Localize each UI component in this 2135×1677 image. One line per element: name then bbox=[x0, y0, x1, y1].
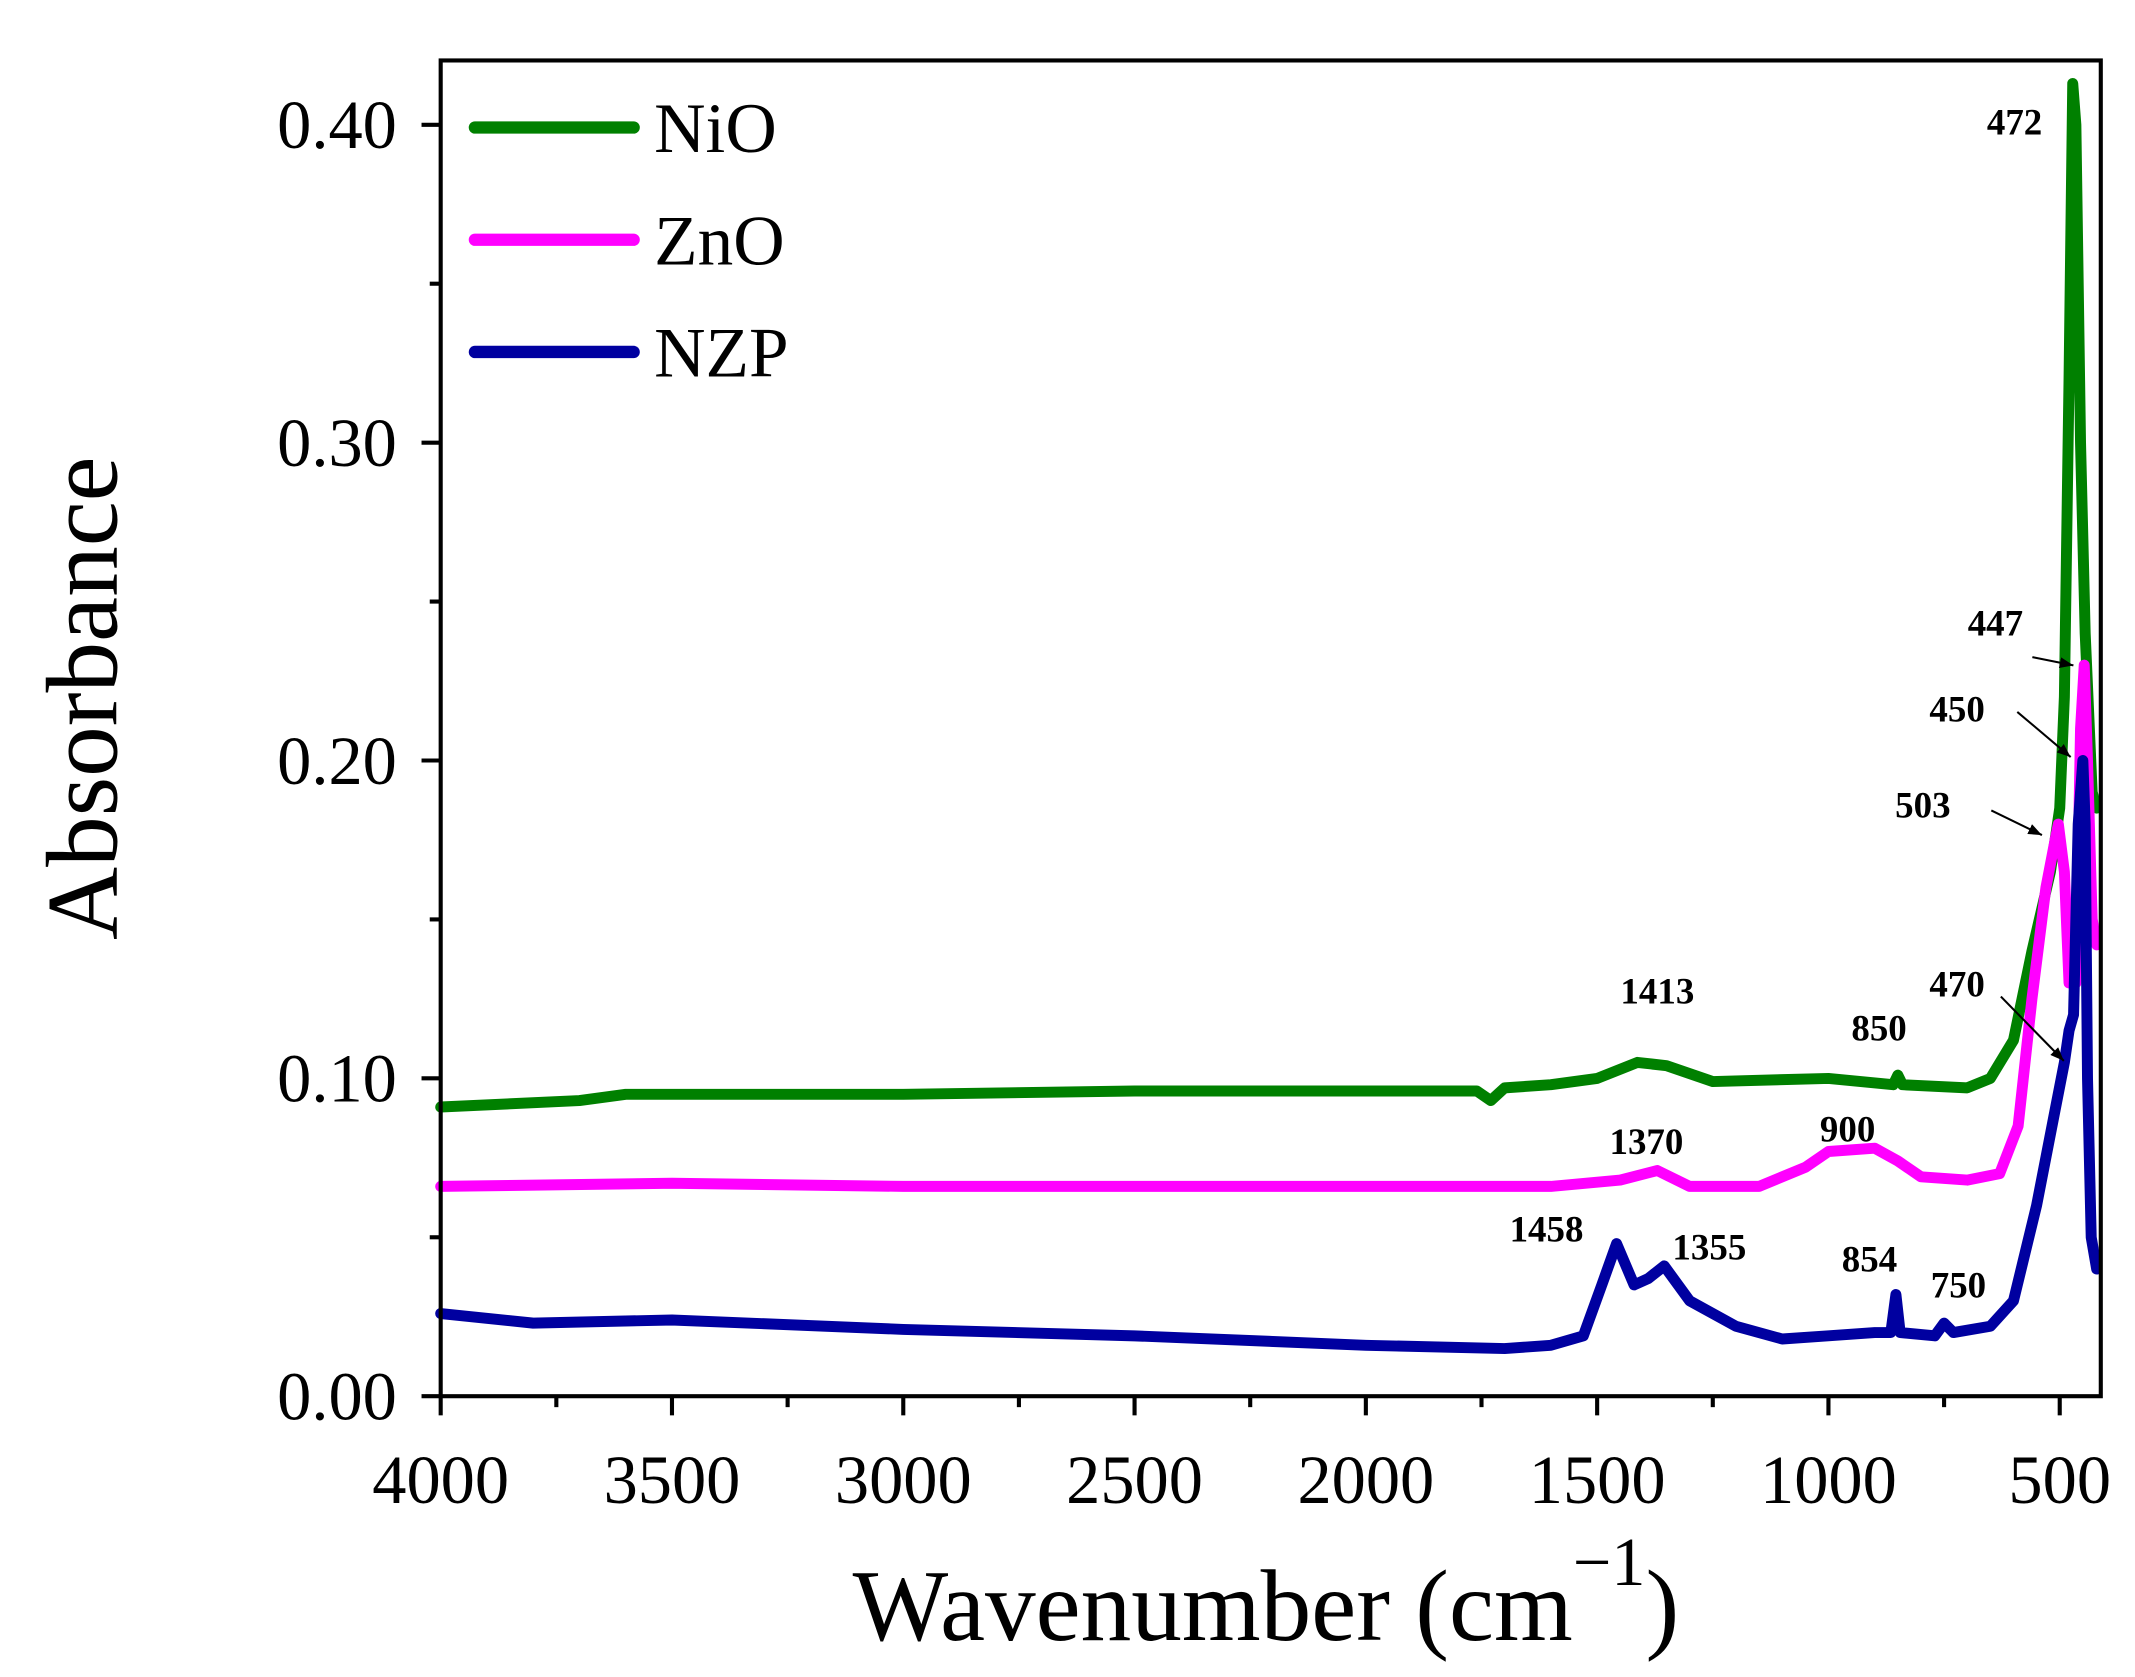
peak-label-447: 447 bbox=[1968, 602, 2023, 643]
x-tick-label: 500 bbox=[2008, 1442, 2111, 1518]
ticks-layer: 4000 3500 3000 2500 2000 1500 1000 500 0.00 0.10 0… bbox=[277, 87, 2111, 1518]
peak-label-503: 503 bbox=[1895, 784, 1950, 825]
x-tick-label: 3000 bbox=[835, 1442, 972, 1518]
peak-label-1370: 1370 bbox=[1609, 1121, 1683, 1162]
y-tick-label: 0.20 bbox=[277, 723, 397, 799]
peak-label-1355: 1355 bbox=[1672, 1226, 1746, 1267]
x-axis-title-close: ) bbox=[1646, 1550, 1680, 1662]
x-axis-title: Wavenumber (cm−1) bbox=[853, 1524, 1680, 1662]
x-tick-label: 4000 bbox=[372, 1442, 509, 1518]
peak-arrow-470 bbox=[2000, 995, 2065, 1062]
legend-label-zno: ZnO bbox=[654, 202, 784, 280]
series-line-nzp bbox=[435, 755, 2103, 1355]
peak-label-450: 450 bbox=[1929, 688, 1984, 729]
x-tick-label: 2000 bbox=[1297, 1442, 1434, 1518]
series-line-nio bbox=[435, 77, 2103, 1113]
series-layer bbox=[435, 77, 2103, 1355]
peak-arrow-450 bbox=[2016, 711, 2072, 758]
peak-label-750: 750 bbox=[1931, 1265, 1986, 1306]
plot-frame bbox=[438, 58, 2103, 1399]
y-tick-label: 0.00 bbox=[277, 1358, 397, 1434]
peak-arrow-447 bbox=[2032, 656, 2074, 669]
peak-label-900: 900 bbox=[1820, 1109, 1875, 1150]
legend-label-nio: NiO bbox=[654, 90, 777, 168]
y-tick-label: 0.30 bbox=[277, 405, 397, 481]
x-tick-label: 2500 bbox=[1066, 1442, 1203, 1518]
y-tick-label: 0.40 bbox=[277, 87, 397, 163]
peak-label-472: 472 bbox=[1987, 101, 2042, 142]
x-tick-label: 1500 bbox=[1529, 1442, 1666, 1518]
x-axis-title-superscript: −1 bbox=[1573, 1524, 1646, 1600]
x-axis-title-main: Wavenumber (cm bbox=[853, 1550, 1573, 1662]
y-tick-label: 0.10 bbox=[277, 1041, 397, 1117]
annotations-layer: 472 447 450 503 470 1413 850 1370 900 1458 1355 854… bbox=[1510, 101, 2074, 1306]
peak-label-470: 470 bbox=[1929, 964, 1984, 1005]
peak-label-1413: 1413 bbox=[1620, 970, 1694, 1011]
peak-label-854: 854 bbox=[1842, 1239, 1897, 1280]
legend: NiO ZnO NZP bbox=[468, 90, 789, 393]
peak-label-850: 850 bbox=[1851, 1007, 1906, 1048]
x-tick-label: 3500 bbox=[604, 1442, 741, 1518]
peak-arrow-503 bbox=[1990, 809, 2043, 837]
peak-label-1458: 1458 bbox=[1510, 1209, 1584, 1250]
x-tick-label: 1000 bbox=[1760, 1442, 1897, 1518]
y-axis-title: Absorbance bbox=[26, 456, 138, 940]
legend-label-nzp: NZP bbox=[654, 315, 788, 393]
